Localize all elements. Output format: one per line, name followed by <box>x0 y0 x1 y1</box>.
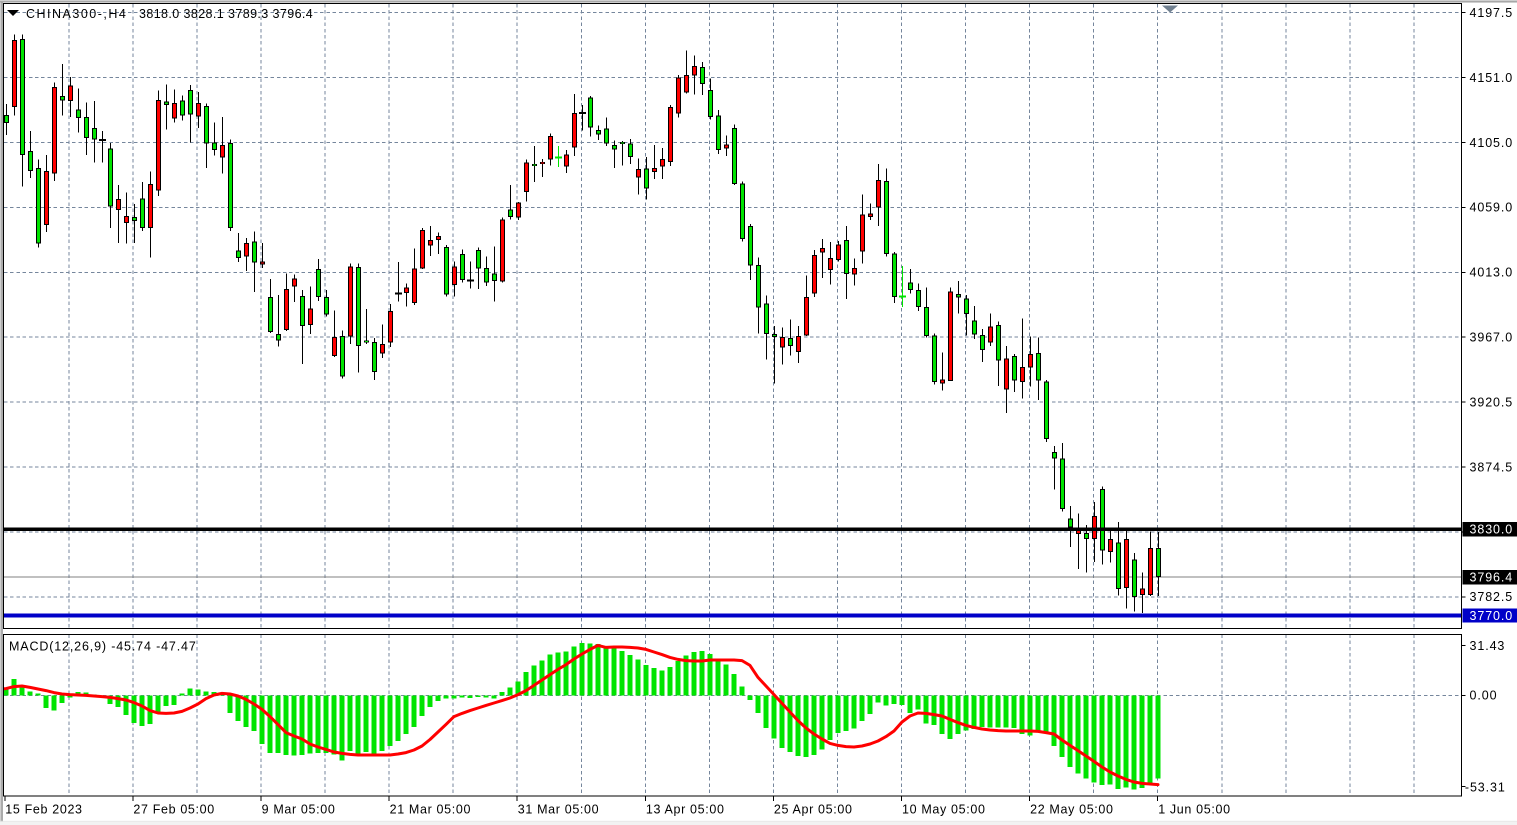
svg-text:4059.0: 4059.0 <box>1470 201 1514 215</box>
svg-text:22 May 05:00: 22 May 05:00 <box>1030 802 1114 816</box>
svg-text:9 Mar 05:00: 9 Mar 05:00 <box>262 802 336 816</box>
svg-text:27 Feb 05:00: 27 Feb 05:00 <box>133 802 214 816</box>
svg-text:3782.5: 3782.5 <box>1470 590 1514 604</box>
svg-text:21 Mar 05:00: 21 Mar 05:00 <box>390 802 471 816</box>
svg-text:4013.0: 4013.0 <box>1470 266 1514 280</box>
svg-text:31.43: 31.43 <box>1470 639 1506 653</box>
svg-text:4197.5: 4197.5 <box>1470 6 1514 20</box>
svg-text:13 Apr 05:00: 13 Apr 05:00 <box>646 802 725 816</box>
svg-text:31 Mar 05:00: 31 Mar 05:00 <box>518 802 599 816</box>
svg-text:3770.0: 3770.0 <box>1470 609 1514 623</box>
svg-text:15 Feb 2023: 15 Feb 2023 <box>5 802 82 816</box>
svg-text:10 May 05:00: 10 May 05:00 <box>902 802 986 816</box>
svg-text:-53.31: -53.31 <box>1465 780 1506 794</box>
svg-text:3796.4: 3796.4 <box>1470 571 1514 585</box>
svg-text:1 Jun 05:00: 1 Jun 05:00 <box>1158 802 1230 816</box>
svg-text:3818.0 3828.1 3789.3 3796.4: 3818.0 3828.1 3789.3 3796.4 <box>139 7 313 21</box>
svg-text:3830.0: 3830.0 <box>1470 523 1514 537</box>
svg-text:MACD(12,26,9) -45.74 -47.47: MACD(12,26,9) -45.74 -47.47 <box>9 640 197 654</box>
svg-text:CHINA300-,H4: CHINA300-,H4 <box>26 7 127 21</box>
svg-text:4105.0: 4105.0 <box>1470 136 1514 150</box>
svg-text:4151.0: 4151.0 <box>1470 71 1514 85</box>
svg-text:3874.5: 3874.5 <box>1470 460 1514 474</box>
svg-text:3920.5: 3920.5 <box>1470 395 1514 409</box>
svg-text:3967.0: 3967.0 <box>1470 331 1514 345</box>
svg-text:25 Apr 05:00: 25 Apr 05:00 <box>774 802 853 816</box>
svg-text:0.00: 0.00 <box>1470 689 1498 703</box>
